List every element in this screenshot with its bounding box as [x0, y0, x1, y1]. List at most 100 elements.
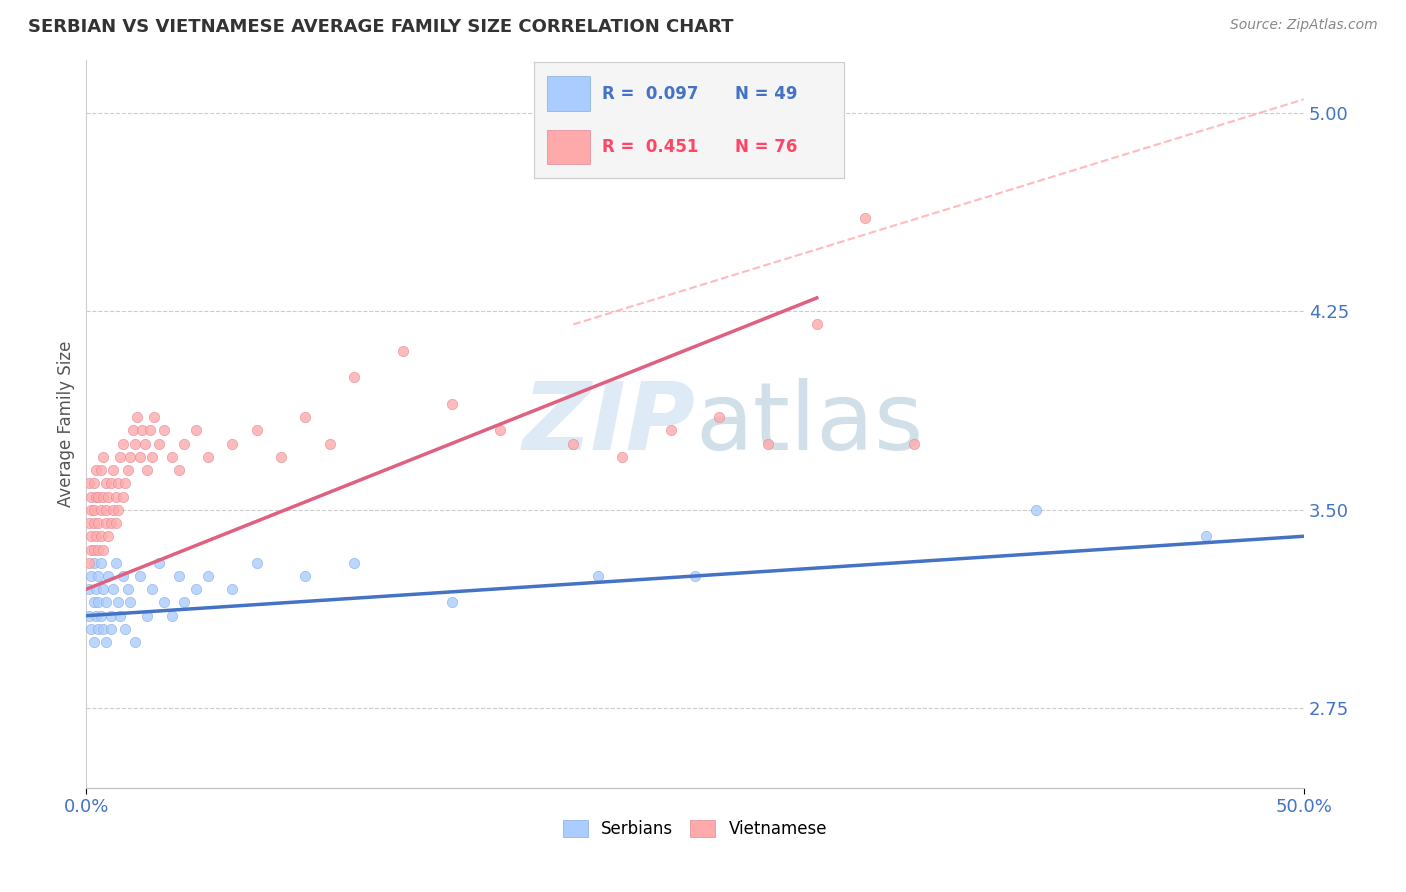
Point	[440, 595, 463, 609]
Point	[134, 436, 156, 450]
Point	[221, 582, 243, 597]
Point	[90, 463, 112, 477]
Point	[683, 569, 706, 583]
Point	[84, 529, 107, 543]
Point	[94, 476, 117, 491]
Point	[104, 516, 127, 530]
Point	[184, 582, 207, 597]
Point	[111, 490, 134, 504]
Point	[343, 370, 366, 384]
Point	[143, 410, 166, 425]
Point	[80, 569, 103, 583]
Point	[77, 608, 100, 623]
Point	[91, 450, 114, 464]
Point	[197, 569, 219, 583]
Point	[94, 595, 117, 609]
Point	[709, 410, 731, 425]
Text: R =  0.097: R = 0.097	[602, 85, 699, 103]
Point	[104, 556, 127, 570]
Point	[100, 476, 122, 491]
Point	[87, 622, 110, 636]
Point	[141, 582, 163, 597]
Point	[80, 542, 103, 557]
Point	[343, 556, 366, 570]
Point	[83, 556, 105, 570]
Point	[94, 503, 117, 517]
Point	[110, 608, 132, 623]
Point	[107, 503, 129, 517]
FancyBboxPatch shape	[547, 77, 591, 112]
Point	[90, 503, 112, 517]
Point	[128, 450, 150, 464]
Point	[114, 622, 136, 636]
Point	[83, 542, 105, 557]
Point	[756, 436, 779, 450]
Point	[80, 622, 103, 636]
Point	[440, 397, 463, 411]
Point	[77, 516, 100, 530]
Text: N = 49: N = 49	[735, 85, 797, 103]
Point	[221, 436, 243, 450]
Point	[121, 423, 143, 437]
Point	[167, 463, 190, 477]
Point	[111, 569, 134, 583]
Point	[855, 211, 877, 226]
Point	[83, 503, 105, 517]
Point	[117, 463, 139, 477]
Point	[100, 608, 122, 623]
Point	[153, 595, 176, 609]
Point	[124, 436, 146, 450]
Point	[131, 423, 153, 437]
Text: Source: ZipAtlas.com: Source: ZipAtlas.com	[1230, 18, 1378, 32]
Point	[90, 529, 112, 543]
Y-axis label: Average Family Size: Average Family Size	[58, 341, 75, 507]
Point	[100, 622, 122, 636]
Point	[294, 410, 316, 425]
Point	[87, 516, 110, 530]
Point	[97, 569, 120, 583]
Point	[128, 569, 150, 583]
Point	[111, 436, 134, 450]
Point	[80, 529, 103, 543]
Text: SERBIAN VS VIETNAMESE AVERAGE FAMILY SIZE CORRELATION CHART: SERBIAN VS VIETNAMESE AVERAGE FAMILY SIZ…	[28, 18, 734, 36]
Point	[562, 436, 585, 450]
Point	[136, 608, 159, 623]
Point	[114, 476, 136, 491]
Point	[246, 423, 269, 437]
Text: R =  0.451: R = 0.451	[602, 138, 699, 156]
Point	[148, 436, 170, 450]
Point	[160, 450, 183, 464]
Point	[101, 463, 124, 477]
Point	[97, 490, 120, 504]
Point	[270, 450, 292, 464]
Point	[90, 556, 112, 570]
Point	[153, 423, 176, 437]
Point	[1195, 529, 1218, 543]
Point	[101, 503, 124, 517]
Point	[489, 423, 512, 437]
Text: N = 76: N = 76	[735, 138, 797, 156]
Point	[97, 529, 120, 543]
FancyBboxPatch shape	[547, 129, 591, 164]
Point	[173, 436, 195, 450]
Point	[294, 569, 316, 583]
Point	[84, 463, 107, 477]
Point	[160, 608, 183, 623]
Point	[83, 476, 105, 491]
Point	[84, 608, 107, 623]
Point	[90, 608, 112, 623]
Point	[83, 635, 105, 649]
Point	[87, 490, 110, 504]
Point	[903, 436, 925, 450]
Point	[100, 516, 122, 530]
Point	[77, 582, 100, 597]
Point	[80, 490, 103, 504]
Point	[610, 450, 633, 464]
Point	[120, 595, 142, 609]
Point	[246, 556, 269, 570]
Point	[83, 516, 105, 530]
Point	[77, 476, 100, 491]
Point	[197, 450, 219, 464]
Point	[84, 490, 107, 504]
Point	[117, 582, 139, 597]
